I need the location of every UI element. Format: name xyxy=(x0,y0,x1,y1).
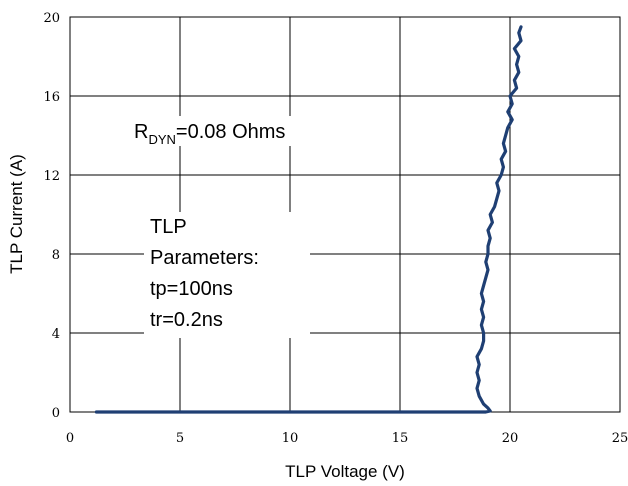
y-tick-label-8: 8 xyxy=(52,248,60,263)
params-label-background xyxy=(144,212,310,338)
x-tick-label-10: 10 xyxy=(282,431,299,446)
y-tick-label-20: 20 xyxy=(43,11,60,26)
rdyn-value: =0.08 Ohms xyxy=(176,121,286,143)
series-layer xyxy=(94,25,523,414)
x-tick-label-0: 0 xyxy=(66,431,74,446)
x-tick-labels: 0 5 10 15 20 25 xyxy=(66,431,628,446)
rdyn-r: R xyxy=(134,121,148,143)
y-tick-label-4: 4 xyxy=(52,327,60,342)
series-line-0 xyxy=(94,25,523,414)
y-tick-label-16: 16 xyxy=(43,90,60,105)
y-tick-label-12: 12 xyxy=(43,169,60,184)
params-line-4: tr=0.2ns xyxy=(150,309,223,331)
rdyn-subscript: DYN xyxy=(148,132,175,147)
x-tick-label-20: 20 xyxy=(502,431,519,446)
rdyn-label-background xyxy=(132,116,332,146)
y-tick-labels: 0 4 8 12 16 20 xyxy=(43,11,60,421)
y-axis-title: TLP Current (A) xyxy=(7,154,26,274)
x-axis-title: TLP Voltage (V) xyxy=(285,462,405,481)
x-tick-label-15: 15 xyxy=(392,431,409,446)
x-tick-label-5: 5 xyxy=(176,431,184,446)
x-tick-label-25: 25 xyxy=(612,431,628,446)
y-tick-label-0: 0 xyxy=(52,406,60,421)
params-line-3: tp=100ns xyxy=(150,278,233,300)
params-line-2: Parameters: xyxy=(150,247,259,269)
params-line-1: TLP xyxy=(150,216,187,238)
rdyn-annotation: RDYN=0.08 Ohms xyxy=(134,121,285,147)
